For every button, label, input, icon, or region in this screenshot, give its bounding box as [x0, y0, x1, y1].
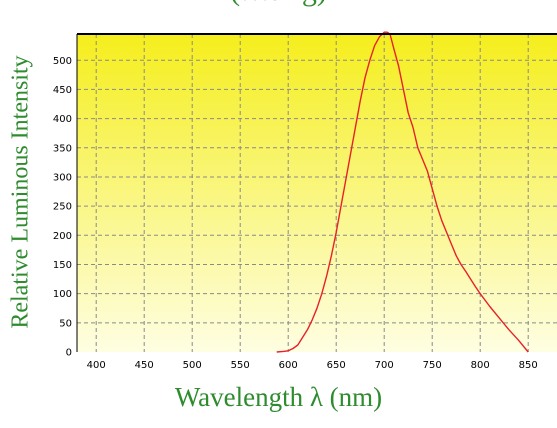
y-tick-label: 450 — [53, 85, 72, 96]
x-tick-label: 650 — [327, 360, 346, 371]
x-tick-label: 400 — [87, 360, 106, 371]
x-tick-label: 550 — [231, 360, 250, 371]
y-tick-label: 500 — [53, 56, 72, 67]
chart-title-fragment: (…ting) — [0, 0, 557, 8]
y-tick-label: 0 — [66, 348, 72, 359]
x-tick-label: 450 — [135, 360, 154, 371]
y-tick-label: 50 — [59, 318, 72, 329]
y-tick-label: 350 — [53, 143, 72, 154]
grid — [77, 34, 557, 352]
y-tick-label: 100 — [53, 289, 72, 300]
x-tick-label: 750 — [423, 360, 442, 371]
x-axis-label: Wavelength λ (nm) — [174, 382, 383, 412]
y-tick-label: 400 — [53, 114, 72, 125]
y-tick-label: 300 — [53, 172, 72, 183]
y-tick-label: 150 — [53, 260, 72, 271]
x-tick-label: 700 — [375, 360, 394, 371]
x-tick-label: 850 — [519, 360, 538, 371]
y-tick-label: 200 — [53, 231, 72, 242]
tick-labels: 400 450 500 550 600 650 700 750 800 850 0 50 100 150 2… — [53, 56, 538, 371]
y-tick-label: 250 — [53, 202, 72, 213]
plot-area — [77, 34, 557, 352]
x-tick-label: 500 — [183, 360, 202, 371]
x-tick-label: 800 — [471, 360, 490, 371]
x-tick-label: 600 — [279, 360, 298, 371]
